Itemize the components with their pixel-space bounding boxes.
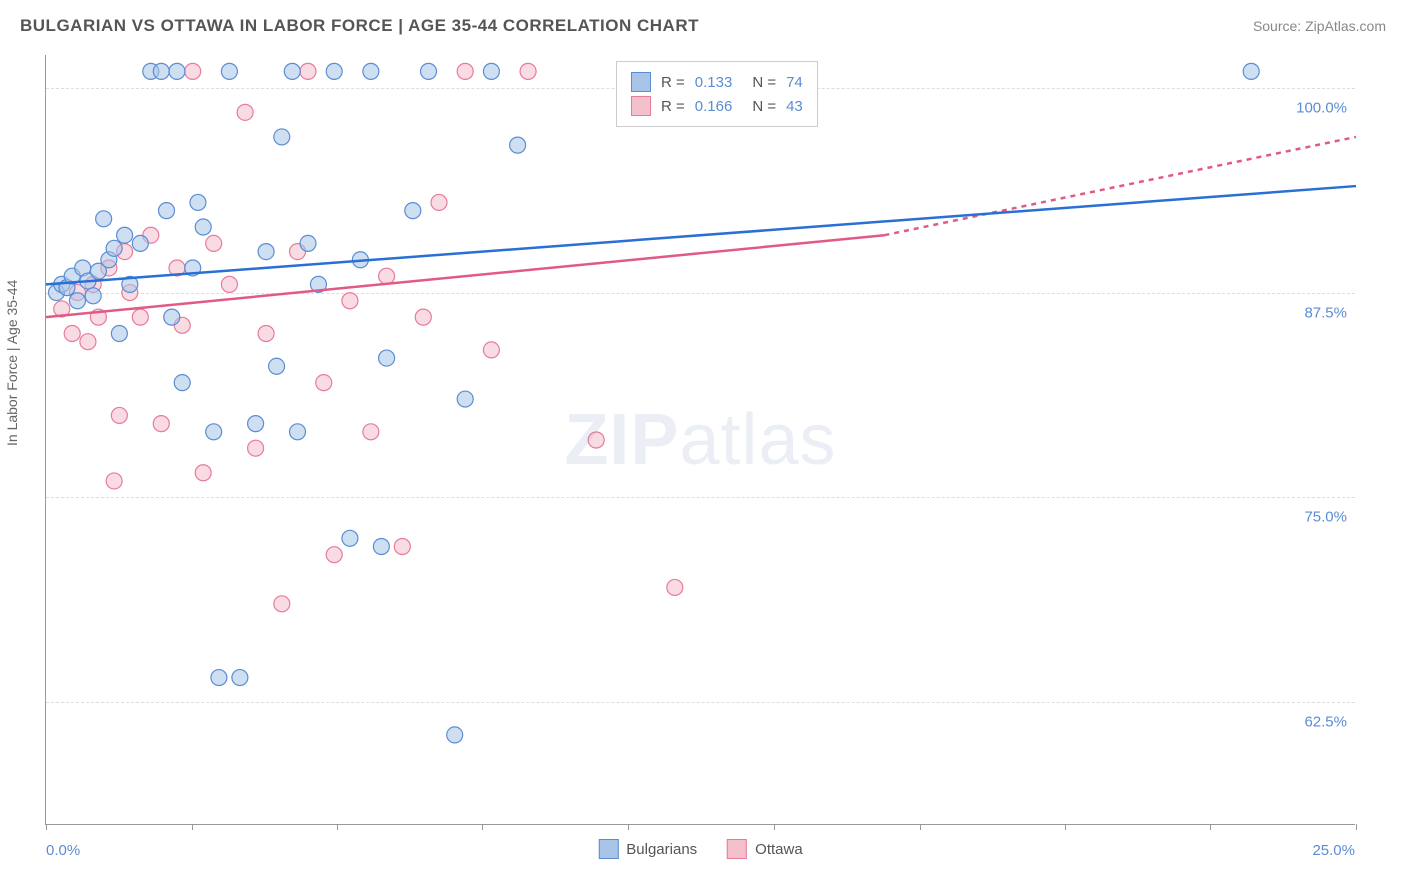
- data-point: [69, 293, 85, 309]
- data-point: [232, 670, 248, 686]
- data-point: [211, 670, 227, 686]
- series-legend: Bulgarians Ottawa: [598, 839, 802, 859]
- data-point: [316, 375, 332, 391]
- data-point: [153, 63, 169, 79]
- chart-title: BULGARIAN VS OTTAWA IN LABOR FORCE | AGE…: [20, 16, 699, 36]
- chart-area: ZIPatlas 62.5%75.0%87.5%100.0% R = 0.133…: [45, 55, 1355, 825]
- trend-line: [46, 186, 1356, 284]
- correlation-legend: R = 0.133 N = 74 R = 0.166 N = 43: [616, 61, 818, 127]
- data-point: [379, 268, 395, 284]
- x-tick: [1065, 824, 1066, 830]
- data-point: [457, 391, 473, 407]
- source-label: Source: ZipAtlas.com: [1253, 18, 1386, 34]
- x-tick: [920, 824, 921, 830]
- data-point: [363, 424, 379, 440]
- data-point: [405, 203, 421, 219]
- data-point: [379, 350, 395, 366]
- data-point: [269, 358, 285, 374]
- data-point: [106, 473, 122, 489]
- data-point: [510, 137, 526, 153]
- data-point: [258, 326, 274, 342]
- data-point: [274, 129, 290, 145]
- data-point: [237, 104, 253, 120]
- data-point: [221, 63, 237, 79]
- data-point: [248, 440, 264, 456]
- data-point: [169, 63, 185, 79]
- data-point: [174, 375, 190, 391]
- data-point: [111, 407, 127, 423]
- data-point: [195, 219, 211, 235]
- x-tick: [774, 824, 775, 830]
- data-point: [342, 293, 358, 309]
- legend-row-2: R = 0.166 N = 43: [631, 94, 803, 118]
- data-point: [153, 416, 169, 432]
- swatch-ottawa: [727, 839, 747, 859]
- data-point: [159, 203, 175, 219]
- data-point: [326, 63, 342, 79]
- data-point: [431, 194, 447, 210]
- data-point: [80, 334, 96, 350]
- data-point: [290, 424, 306, 440]
- data-point: [1243, 63, 1259, 79]
- data-point: [284, 63, 300, 79]
- data-point: [258, 244, 274, 260]
- data-point: [106, 240, 122, 256]
- x-tick: [1210, 824, 1211, 830]
- data-point: [483, 342, 499, 358]
- data-point: [667, 579, 683, 595]
- data-point: [588, 432, 604, 448]
- data-point: [164, 309, 180, 325]
- x-tick: [1356, 824, 1357, 830]
- data-point: [342, 530, 358, 546]
- x-tick: [628, 824, 629, 830]
- data-point: [96, 211, 112, 227]
- data-point: [274, 596, 290, 612]
- data-point: [132, 309, 148, 325]
- data-point: [520, 63, 536, 79]
- legend-item-ottawa: Ottawa: [727, 839, 803, 859]
- data-point: [326, 547, 342, 563]
- data-point: [300, 63, 316, 79]
- data-point: [64, 326, 80, 342]
- data-point: [421, 63, 437, 79]
- x-tick: [192, 824, 193, 830]
- data-point: [415, 309, 431, 325]
- trend-line: [884, 137, 1356, 235]
- y-axis-title: In Labor Force | Age 35-44: [4, 280, 20, 446]
- data-point: [300, 235, 316, 251]
- scatter-plot: [46, 55, 1355, 824]
- x-tick: [337, 824, 338, 830]
- data-point: [248, 416, 264, 432]
- x-axis-max-label: 25.0%: [1312, 842, 1355, 859]
- data-point: [190, 194, 206, 210]
- data-point: [85, 288, 101, 304]
- data-point: [117, 227, 133, 243]
- data-point: [111, 326, 127, 342]
- x-axis-min-label: 0.0%: [46, 842, 80, 859]
- data-point: [195, 465, 211, 481]
- legend-item-bulgarians: Bulgarians: [598, 839, 697, 859]
- data-point: [132, 235, 148, 251]
- swatch-series2: [631, 96, 651, 116]
- swatch-bulgarians: [598, 839, 618, 859]
- x-tick: [46, 824, 47, 830]
- data-point: [394, 538, 410, 554]
- data-point: [185, 63, 201, 79]
- swatch-series1: [631, 72, 651, 92]
- data-point: [363, 63, 379, 79]
- data-point: [483, 63, 499, 79]
- data-point: [457, 63, 473, 79]
- data-point: [206, 235, 222, 251]
- x-tick: [482, 824, 483, 830]
- legend-row-1: R = 0.133 N = 74: [631, 70, 803, 94]
- data-point: [206, 424, 222, 440]
- data-point: [373, 538, 389, 554]
- data-point: [447, 727, 463, 743]
- data-point: [221, 276, 237, 292]
